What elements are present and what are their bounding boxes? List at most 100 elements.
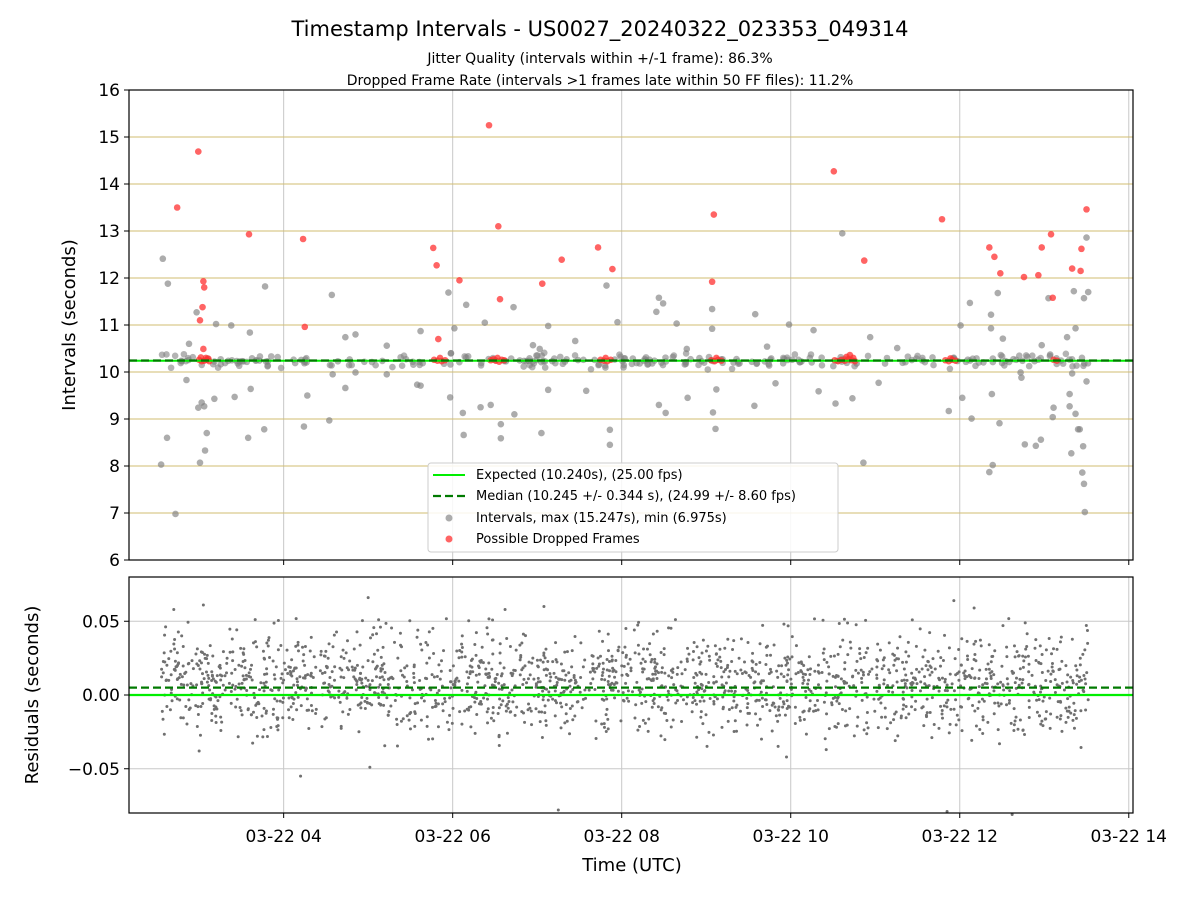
residual-point <box>966 658 970 662</box>
residual-point <box>770 729 774 733</box>
residual-point <box>412 681 416 685</box>
residual-point <box>735 729 739 733</box>
residual-point <box>195 725 199 729</box>
residual-point <box>573 714 577 718</box>
residual-point <box>700 695 704 699</box>
residual-point <box>653 672 657 676</box>
interval-point <box>267 353 275 360</box>
residual-point <box>360 695 364 699</box>
residual-point <box>840 708 844 712</box>
residual-point <box>712 702 716 706</box>
residual-point <box>957 647 961 651</box>
residual-point <box>937 726 941 730</box>
residual-point <box>655 662 659 666</box>
residual-point <box>836 652 840 656</box>
residual-point <box>640 687 644 691</box>
residual-point <box>508 645 512 649</box>
residual-point <box>719 666 723 670</box>
residual-point <box>626 662 630 666</box>
residual-point <box>264 680 268 684</box>
interval-point <box>1038 341 1046 349</box>
residual-point <box>711 733 715 737</box>
residual-point <box>606 717 610 721</box>
interval-point <box>1049 413 1057 421</box>
residual-point <box>218 666 222 670</box>
residual-point <box>204 670 208 674</box>
residual-point <box>253 696 257 700</box>
interval-point <box>1079 442 1087 450</box>
residual-point <box>520 641 524 645</box>
residual-point <box>418 678 422 682</box>
residual-point <box>213 679 217 683</box>
residual-point <box>207 684 211 688</box>
residual-point <box>570 649 574 653</box>
interval-point <box>383 371 391 378</box>
residual-point <box>1071 679 1075 683</box>
interval-point <box>958 394 966 402</box>
residual-point <box>656 671 660 675</box>
residual-point <box>945 810 949 814</box>
interval-point <box>986 468 993 476</box>
residual-point <box>691 696 695 700</box>
residual-point <box>271 659 275 663</box>
residual-point <box>348 659 352 663</box>
residual-point <box>732 730 736 734</box>
residual-point <box>1012 707 1016 711</box>
residual-point <box>981 731 985 735</box>
residual-point <box>669 669 673 673</box>
residual-point <box>637 652 641 656</box>
residual-point <box>371 633 375 637</box>
residual-point <box>937 689 941 693</box>
interval-point <box>659 361 667 369</box>
interval-point <box>556 353 564 361</box>
residual-point <box>521 632 525 636</box>
residual-point <box>940 708 944 712</box>
residual-point <box>264 709 268 713</box>
residual-point <box>575 700 579 704</box>
residual-point <box>801 681 805 685</box>
residual-point <box>268 655 272 659</box>
residual-point <box>996 728 1000 732</box>
residual-point <box>518 643 522 647</box>
dropped-frame-point <box>495 223 502 230</box>
residual-point <box>294 617 298 621</box>
residual-point <box>534 685 538 689</box>
residual-point <box>907 654 911 658</box>
residual-point <box>1082 673 1086 677</box>
residual-point <box>368 765 372 769</box>
residual-point <box>735 672 739 676</box>
residual-point <box>672 683 676 687</box>
residual-point <box>913 708 917 712</box>
residual-point <box>287 708 291 712</box>
residual-point <box>905 686 909 690</box>
residual-point <box>463 709 467 713</box>
residual-point <box>860 698 864 702</box>
residual-point <box>491 638 495 642</box>
residual-point <box>856 715 860 719</box>
residual-point <box>930 670 934 674</box>
residual-point <box>386 683 390 687</box>
residual-point <box>699 682 703 686</box>
interval-point <box>352 369 359 376</box>
residual-point <box>827 727 831 731</box>
residual-point <box>352 675 356 679</box>
residual-point <box>231 683 235 687</box>
interval-point <box>477 362 485 369</box>
residual-point <box>704 672 708 676</box>
residual-point <box>416 701 420 705</box>
residual-point <box>972 658 976 662</box>
residual-point <box>1075 682 1079 686</box>
residual-point <box>816 663 820 667</box>
residual-point <box>164 678 168 682</box>
residual-point <box>989 677 993 681</box>
residual-point <box>258 688 262 692</box>
residual-point <box>174 665 178 669</box>
residual-point <box>722 670 726 674</box>
residual-point <box>839 677 843 681</box>
residual-point <box>1013 719 1017 723</box>
residual-point <box>879 701 883 705</box>
residual-point <box>569 690 573 694</box>
residual-point <box>782 702 786 706</box>
residual-point <box>858 652 862 656</box>
residual-point <box>337 689 341 693</box>
